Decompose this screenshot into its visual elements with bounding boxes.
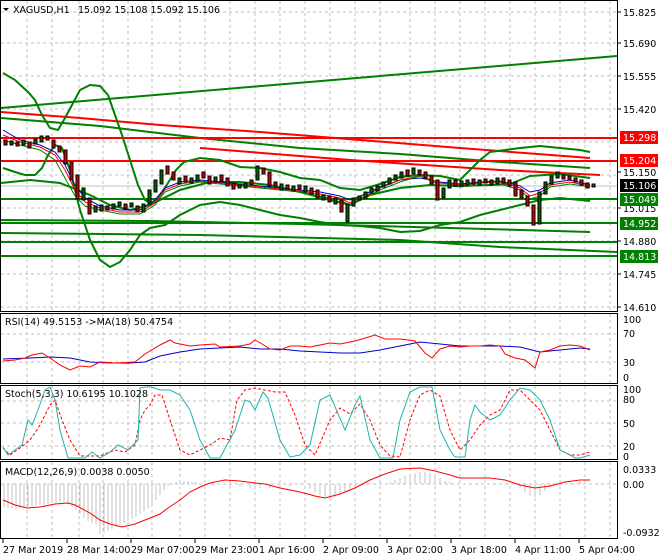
time-tick: 29 Mar 23:00 — [195, 545, 258, 556]
stoch-tick: 50 — [623, 419, 635, 430]
macd-tick: 0.0333 — [623, 465, 656, 476]
resistance-label-2: 15.204 — [623, 156, 656, 167]
stoch-panel[interactable]: Stoch(5,3,3) 10.6195 10.1028 — [0, 385, 618, 460]
time-tick: 1 Apr 16:00 — [259, 545, 315, 556]
macd-panel[interactable]: MACD(12,26,9) 0.0038 0.0050 — [0, 461, 618, 539]
price-tick: 15.690 — [623, 39, 656, 50]
stoch-tick: 20 — [623, 442, 635, 453]
time-tick: 28 Mar 14:00 — [67, 545, 130, 556]
price-tick: 15.015 — [623, 204, 656, 215]
price-tick: 14.745 — [623, 270, 656, 281]
macd-label: MACD(12,26,9) 0.0038 0.0050 — [5, 467, 150, 478]
macd-signal-line — [2, 467, 590, 528]
rsi-line — [2, 334, 591, 371]
stoch-main-line — [2, 386, 591, 459]
candlesticks — [3, 135, 596, 226]
stoch-axis: 100 80 50 20 0 — [623, 385, 641, 463]
price-tick: 15.555 — [623, 72, 656, 83]
time-tick: 5 Apr 04:00 — [579, 545, 635, 556]
triangle-down-icon[interactable] — [3, 8, 9, 11]
price-tick: 14.610 — [623, 303, 656, 314]
price-tick: 15.150 — [623, 168, 656, 179]
ohlc-values: 15.092 15.108 15.092 15.106 — [78, 5, 220, 16]
rsi-axis: 100 70 30 0 — [623, 315, 641, 384]
support-label-1: 15.049 — [623, 195, 656, 206]
price-axis: 15.825 15.690 15.555 15.420 15.150 15.01… — [618, 8, 658, 314]
macd-tick: -0.0932 — [623, 528, 660, 539]
time-tick: 4 Apr 11:00 — [515, 545, 571, 556]
symbol-label: XAGUSD,H1 — [13, 5, 70, 16]
stoch-tick: 80 — [623, 395, 635, 406]
rsi-tick: 100 — [623, 315, 641, 326]
support-label-2: 14.952 — [623, 219, 656, 230]
rsi-tick: 30 — [623, 358, 635, 369]
time-tick: 3 Apr 02:00 — [387, 545, 443, 556]
stoch-label: Stoch(5,3,3) 10.6195 10.1028 — [5, 389, 148, 400]
time-tick: 27 Mar 2019 — [3, 545, 63, 556]
macd-tick: 0.00 — [623, 480, 644, 491]
sr-levels — [0, 137, 618, 257]
time-axis: 27 Mar 2019 28 Mar 14:00 29 Mar 07:00 29… — [2, 539, 635, 556]
rsi-tick: 0 — [623, 373, 629, 384]
rsi-panel[interactable]: RSI(14) 49.5153 ->MA(18) 50.4754 — [0, 313, 618, 384]
stoch-tick: 100 — [623, 385, 641, 396]
macd-axis: 0.0333 0.00 -0.0932 — [623, 465, 660, 539]
stoch-tick: 0 — [623, 452, 629, 463]
resistance-label-1: 15.298 — [623, 133, 656, 144]
stoch-grid — [1, 386, 617, 459]
support-label-3: 14.813 — [623, 252, 656, 263]
chart-header: XAGUSD,H1 15.092 15.108 15.092 15.106 — [3, 5, 220, 16]
time-tick: 29 Mar 07:00 — [131, 545, 194, 556]
rsi-tick: 70 — [623, 329, 635, 340]
price-tick: 14.880 — [623, 237, 656, 248]
price-tick: 15.825 — [623, 8, 656, 19]
current-price-label: 15.106 — [623, 181, 656, 192]
price-tick: 15.420 — [623, 105, 656, 116]
rsi-label: RSI(14) 49.5153 ->MA(18) 50.4754 — [5, 317, 173, 328]
stoch-signal-line — [2, 387, 591, 458]
price-panel[interactable]: XAGUSD,H1 15.092 15.108 15.092 15.106 — [0, 0, 618, 312]
time-tick: 2 Apr 09:00 — [323, 545, 379, 556]
time-tick: 3 Apr 18:00 — [451, 545, 507, 556]
